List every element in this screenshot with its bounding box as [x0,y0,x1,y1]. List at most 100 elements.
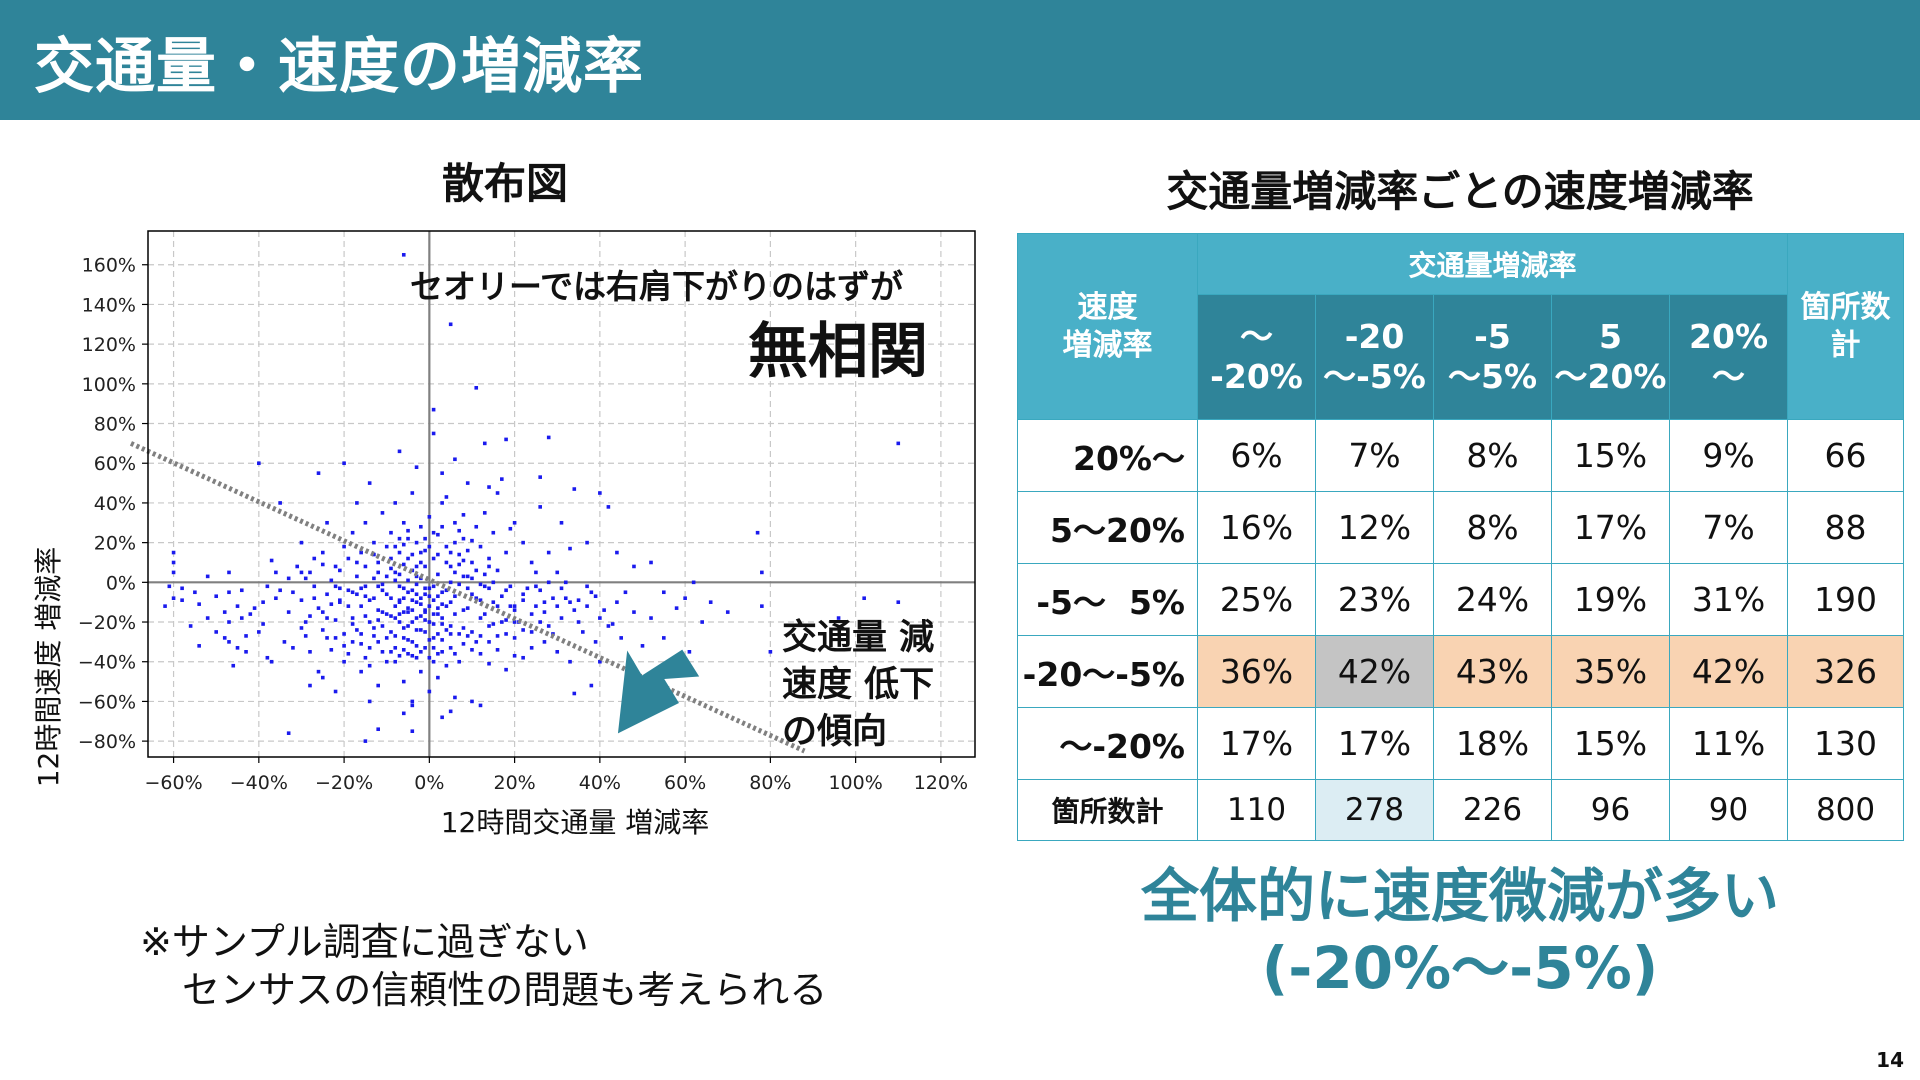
scatter-point [410,653,415,658]
scatter-point [491,600,496,604]
corner-header-line2: 増減率 [1062,327,1153,363]
scatter-point [440,501,444,505]
scatter-point [487,661,491,666]
scatter-point [470,592,474,597]
scatter-point [406,578,410,583]
scatter-point [619,636,623,640]
table-cell: 7% [1668,491,1789,564]
table-cell: 17% [1197,707,1316,780]
scatter-point [303,634,308,638]
scatter-point [282,640,287,644]
scatter-point [214,594,219,599]
scatter-point [389,650,393,654]
scatter-point [427,594,432,599]
scatter-point [261,622,265,626]
scatter-point [231,663,236,668]
scatter-point [461,558,466,563]
scatter-point [355,574,359,579]
scatter-point [615,600,619,604]
scatter-point [291,646,295,650]
y-tick-label: −40% [78,652,136,674]
table-title: 交通量増減率ごとの速度増減率 [1166,167,1754,216]
scatter-point [470,648,474,652]
row-label: 20%～ [1017,419,1198,492]
scatter-point [414,465,419,470]
scatter-point [397,600,402,604]
scatter-point [529,646,534,650]
y-tick-label: −60% [78,691,136,713]
scatter-point [542,640,547,644]
scatter-point [478,598,483,602]
scatter-point [406,651,410,656]
trend-line [129,441,806,754]
slide-title: 交通量・速度の増減率 [34,32,644,102]
scatter-point [363,564,368,569]
scatter-point [427,586,432,591]
scatter-point [239,588,244,593]
scatter-point [350,616,355,620]
chart-ticks: −60% −40% −20% 0% 20% 40% 60% 80% 100% 120% −80% −6… [78,255,968,794]
scatter-point [406,638,410,642]
scatter-point [470,576,474,581]
scatter-point [406,536,410,541]
scatter-point [401,596,406,601]
footer-total: 800 [1787,779,1905,841]
scatter-point [440,715,444,720]
scatter-point [235,604,240,608]
scatter-point [436,532,440,537]
scatter-point [546,550,551,555]
scatter-point [406,528,410,533]
scatter-point [427,620,432,624]
scatter-point [193,590,197,595]
scatter-point [406,590,410,595]
scatter-point [397,572,402,577]
col-header: -20 ～-5% [1315,294,1434,420]
scatter-point [478,616,483,620]
scatter-point [393,570,398,575]
scatter-point [308,683,312,688]
table-cell: 23% [1315,563,1434,636]
scatter-point [427,689,432,694]
scatter-point [380,511,385,515]
scatter-point [423,610,427,614]
scatter-point [444,588,449,593]
scatter-point [338,598,342,602]
scatter-point [649,560,653,565]
scatter-point [419,650,423,654]
scatter-point [470,538,474,543]
table-row-highlighted: -20～-5% 36% 42% 43% 35% 42% 326 [1017,635,1905,708]
y-axis-label: 12時間速度 増減率 [32,547,65,788]
scatter-point [504,618,508,622]
scatter-point [504,588,508,593]
scatter-point [376,683,380,688]
scatter-point [427,638,432,642]
x-tick-label: 60% [664,772,706,794]
scatter-point [414,628,419,632]
scatter-point [478,703,483,708]
scatter-point [376,584,380,589]
scatter-point [325,520,329,525]
scatter-point [555,604,560,608]
plot-frame [147,230,976,758]
scatter-point [500,594,504,599]
y-tick-label: 120% [82,334,136,356]
scatter-point [423,630,427,634]
scatter-point [436,632,440,636]
scatter-point [896,600,901,604]
scatter-point [316,471,321,475]
scatter-point [342,461,346,466]
scatter-point [367,663,372,668]
row-label: ～-20% [1017,707,1198,780]
scatter-point [474,568,479,573]
scatter-point [376,570,380,575]
x-tick-label: 100% [828,772,882,794]
scatter-point [299,626,304,630]
scatter-point [406,610,410,614]
scatter-point [350,640,355,644]
scatter-point [598,616,602,620]
scatter-point [436,572,440,577]
scatter-point [534,604,538,608]
scatter-point [615,550,619,555]
scatter-point [363,520,368,525]
scatter-point [389,556,393,561]
